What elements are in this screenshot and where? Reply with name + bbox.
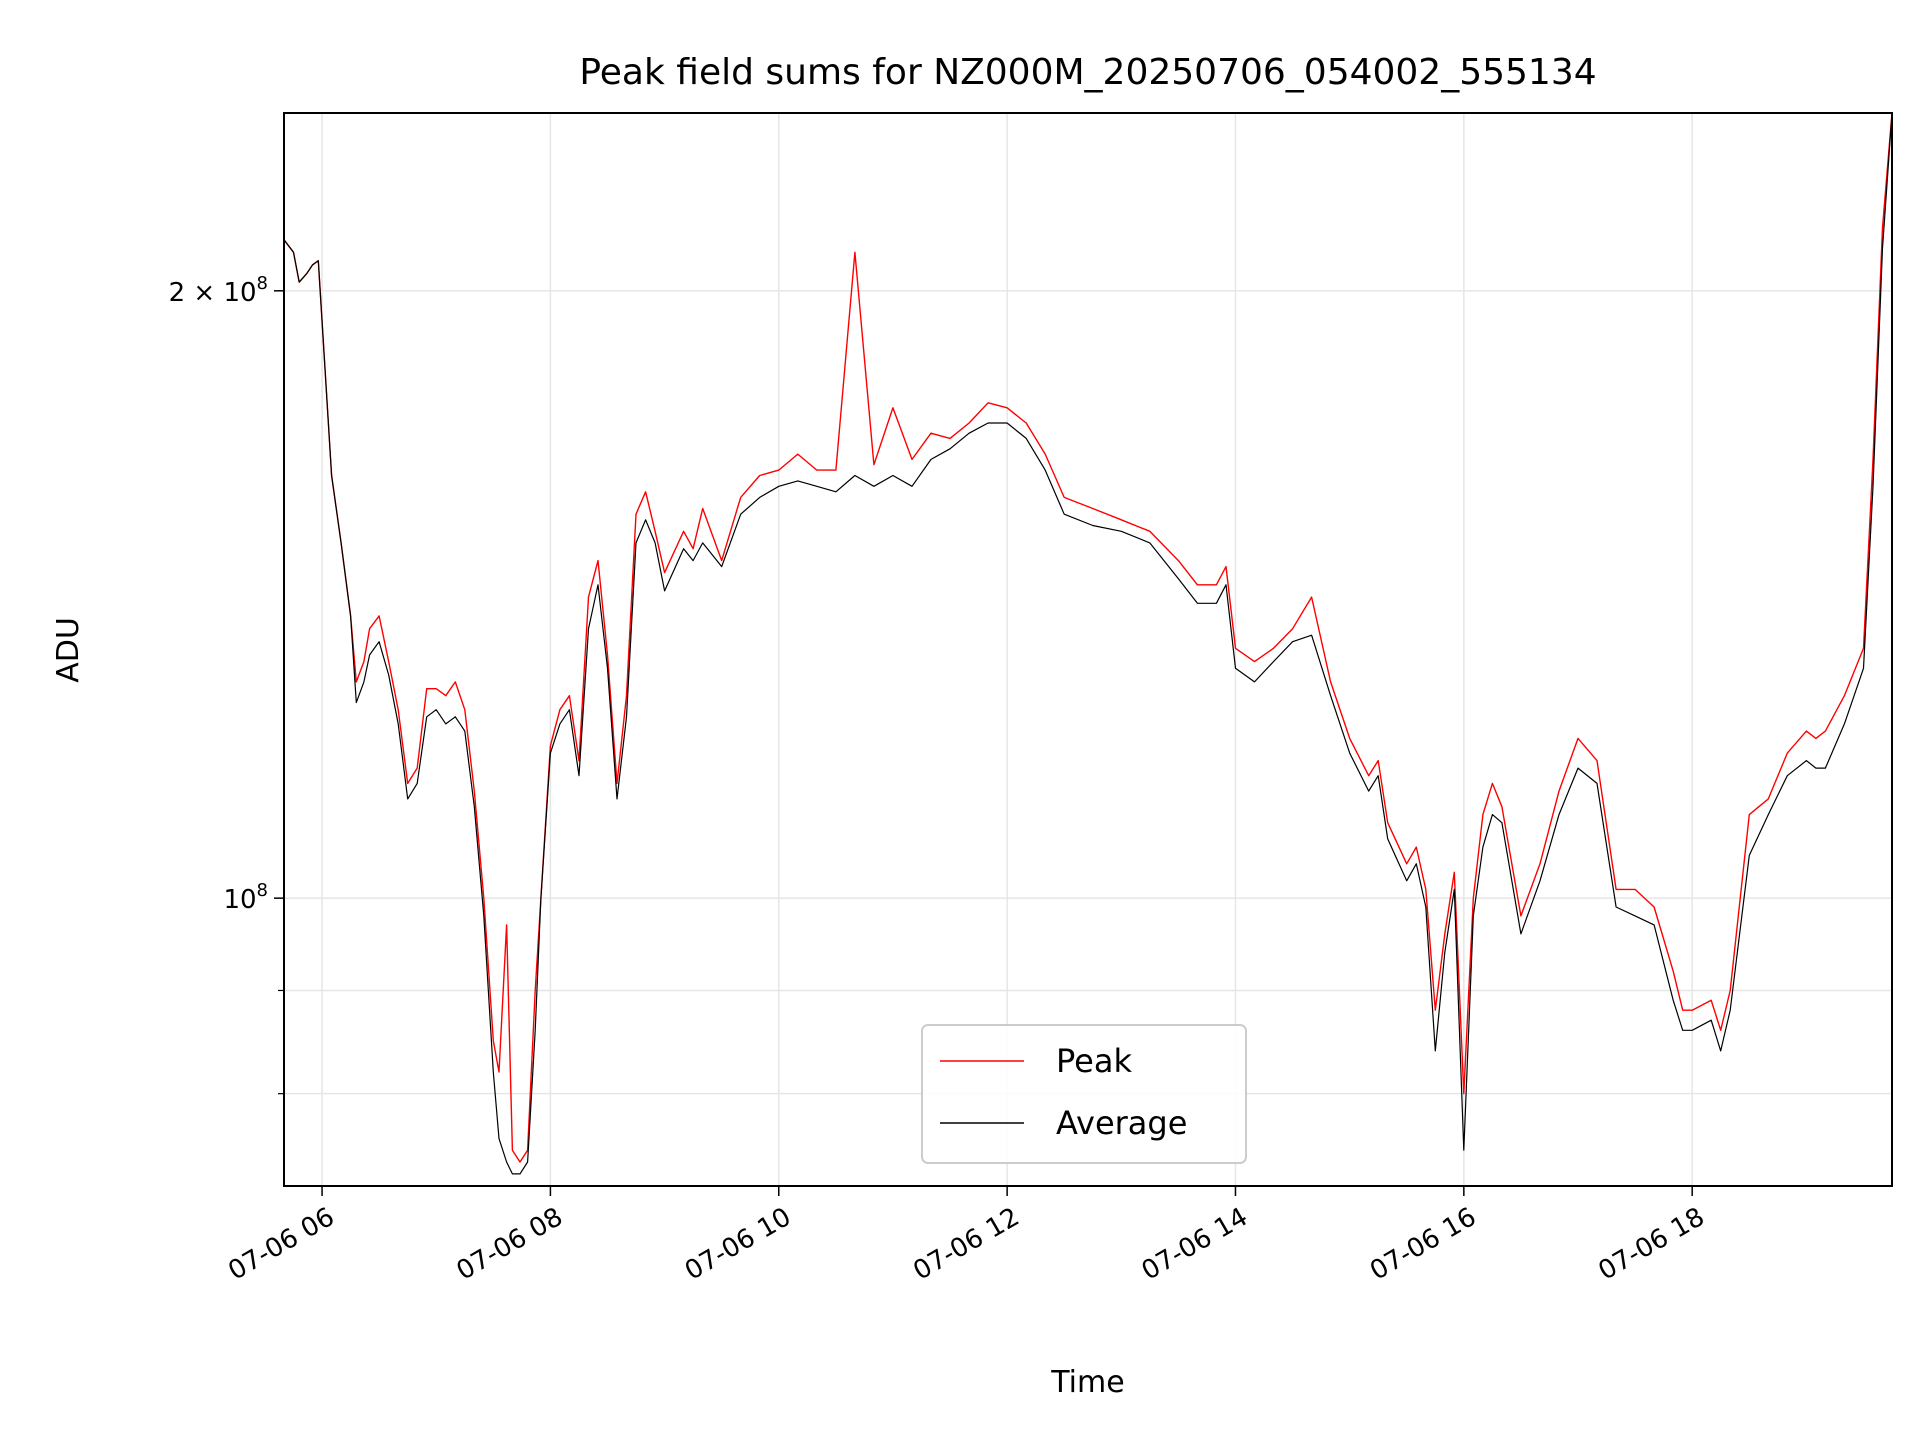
chart-title: Peak field sums for NZ000M_20250706_0540…	[579, 52, 1596, 93]
legend: Peak Average	[921, 1024, 1247, 1164]
y-tick-label: 2 × 108	[169, 273, 268, 308]
plot-frame	[283, 112, 1893, 1187]
x-axis-label: Time	[1050, 1365, 1124, 1400]
y-axis-label: ADU	[51, 617, 86, 683]
series-layer	[283, 112, 1893, 1175]
legend-label-average: Average	[1056, 1104, 1187, 1142]
series-line-average	[283, 112, 1893, 1175]
legend-label-peak: Peak	[1056, 1042, 1132, 1080]
legend-box	[921, 1024, 1247, 1164]
series-line-peak	[283, 112, 1893, 1163]
y-tick-label: 108	[223, 880, 268, 915]
